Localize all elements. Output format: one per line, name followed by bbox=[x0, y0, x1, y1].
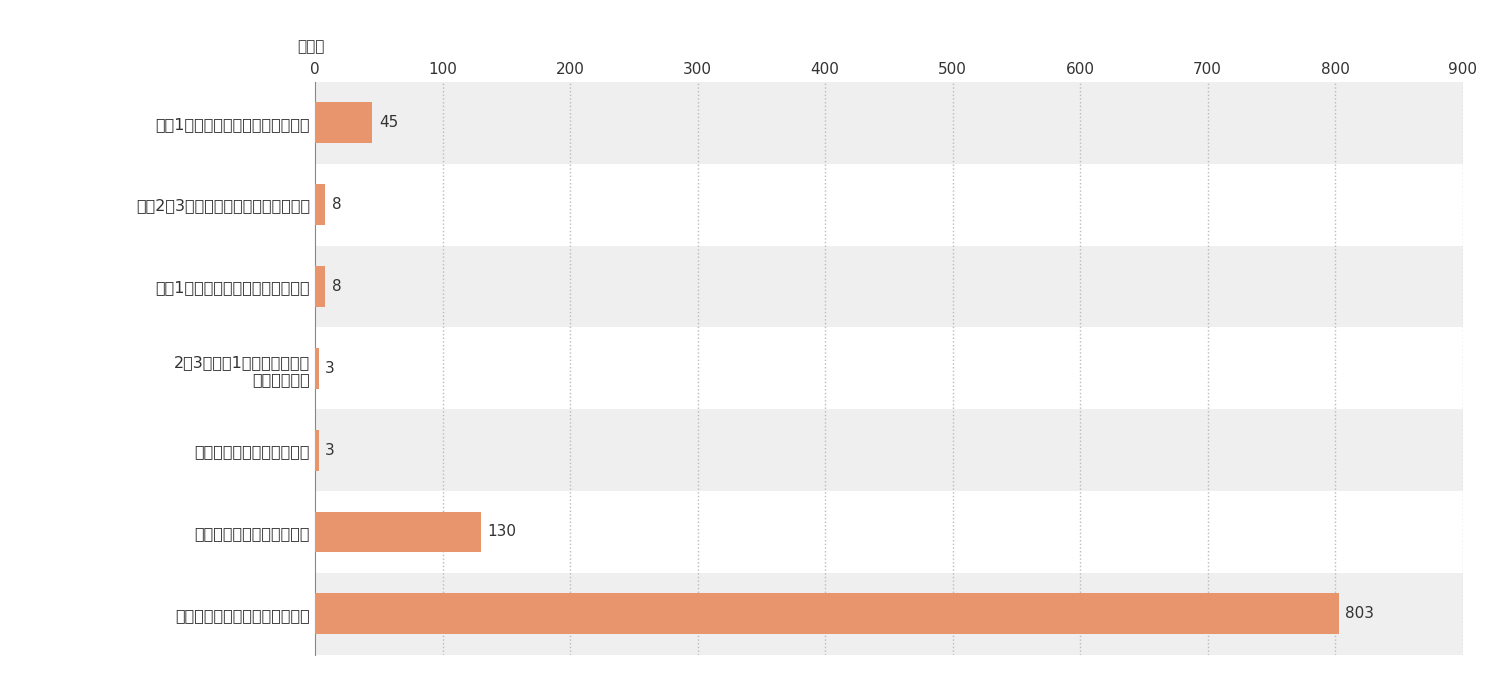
Bar bbox=[315, 327, 1462, 409]
Bar bbox=[315, 573, 1462, 655]
Text: 45: 45 bbox=[378, 115, 398, 130]
Bar bbox=[315, 102, 372, 143]
Bar bbox=[315, 593, 1340, 634]
Text: 3: 3 bbox=[326, 443, 334, 458]
Bar bbox=[315, 184, 326, 225]
Bar bbox=[315, 164, 1462, 246]
Text: 3: 3 bbox=[326, 361, 334, 376]
Text: 803: 803 bbox=[1346, 606, 1374, 621]
Bar bbox=[315, 512, 480, 552]
Bar bbox=[315, 246, 1462, 327]
Bar bbox=[315, 266, 326, 307]
Text: （人）: （人） bbox=[297, 40, 324, 55]
Bar bbox=[315, 82, 1462, 164]
Bar bbox=[315, 409, 1462, 491]
Text: 130: 130 bbox=[488, 524, 516, 539]
Bar bbox=[315, 430, 320, 471]
Bar bbox=[315, 348, 320, 389]
Bar bbox=[315, 491, 1462, 573]
Text: 8: 8 bbox=[332, 197, 340, 212]
Text: 8: 8 bbox=[332, 279, 340, 294]
